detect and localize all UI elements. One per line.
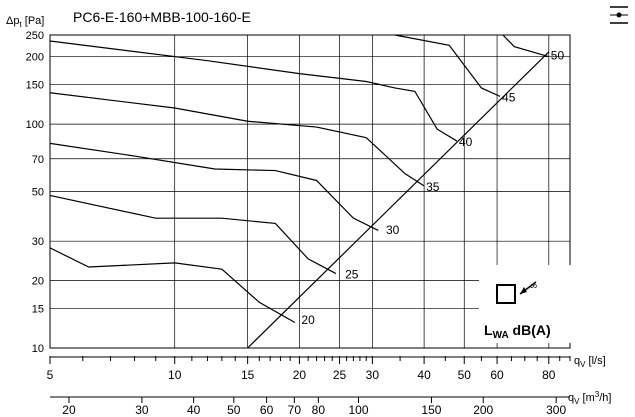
x2-tick-label: 30: [135, 403, 149, 417]
x-tick-label: 30: [366, 368, 380, 382]
y-tick-label: 250: [26, 30, 44, 42]
legend-box: [479, 265, 575, 343]
x2-axis-title: qV [m3/h]: [568, 390, 611, 406]
curve-label-30: 30: [386, 223, 400, 237]
x-tick-label: 80: [542, 368, 556, 382]
sound-power-legend: ∞ LWA dB(A): [479, 265, 575, 343]
curve-40: [49, 40, 458, 142]
curve-label-35: 35: [426, 180, 440, 194]
x-tick-label: 20: [293, 368, 307, 382]
curve-label-45: 45: [502, 90, 516, 104]
x2-tick-label: 40: [187, 403, 201, 417]
system-line: [247, 51, 550, 349]
y-tick-label: 20: [32, 276, 44, 288]
y-tick-label: 70: [32, 154, 44, 166]
y-axis-title: Δpt [Pa]: [6, 15, 44, 29]
y-tick-label: 100: [26, 119, 44, 131]
x2-tick-label: 100: [348, 403, 368, 417]
y-tick-label: 10: [32, 343, 44, 355]
speaker-infinity-icon: ∞: [496, 281, 537, 304]
curves: [49, 34, 549, 324]
svg-text:∞: ∞: [530, 281, 537, 292]
x-tick-label: 50: [458, 368, 472, 382]
x-axis-title: qV [l/s]: [574, 355, 606, 369]
curve-label-40: 40: [459, 135, 473, 149]
chart-title: PC6-E-160+MBB-100-160-E: [73, 9, 251, 25]
x-axis-m3h: 20 30 40 50 60 70 80 100 150 200 300: [50, 396, 570, 417]
y-tick-labels: 10 15 20 30 50 70 100 150 200 250: [26, 30, 44, 355]
curve-label-50: 50: [551, 48, 565, 62]
x2-tick-label: 70: [288, 403, 302, 417]
y-tick-label: 15: [32, 304, 44, 316]
curve-45: [394, 34, 501, 97]
menu-line-dot-icon[interactable]: [608, 4, 630, 26]
x2-tick-label: 200: [473, 403, 493, 417]
system-line-group: [247, 51, 550, 349]
x2-tick-label: 150: [421, 403, 441, 417]
y-tick-label: 150: [26, 80, 44, 92]
y-tick-label: 50: [32, 187, 44, 199]
curve-labels: 20 25 30 35 40 45 50: [301, 48, 564, 327]
x-tick-label: 10: [168, 368, 182, 382]
curve-30: [49, 142, 379, 231]
plot-frame: [49, 34, 571, 349]
curve-25: [49, 194, 337, 275]
curve-20: [49, 247, 296, 324]
x2-tick-label: 80: [312, 403, 326, 417]
y-tick-label: 30: [32, 236, 44, 248]
x2-tick-label: 300: [546, 403, 566, 417]
x-tick-label: 15: [241, 368, 255, 382]
x2-tick-label: 50: [227, 403, 241, 417]
x-tick-label: 40: [417, 368, 431, 382]
curve-label-25: 25: [345, 268, 359, 282]
legend-label: LWA dB(A): [484, 322, 551, 341]
curve-label-20: 20: [301, 313, 315, 327]
curve-50: [502, 34, 549, 58]
x2-tick-label: 60: [260, 403, 274, 417]
x-tick-label: 25: [333, 368, 347, 382]
x2-tick-label: 20: [62, 403, 76, 417]
y-tick-label: 200: [26, 52, 44, 64]
curve-35: [49, 92, 425, 187]
x-tick-label: 60: [490, 368, 504, 382]
x-axis-ls: 5 10 15 20 25 30 40 50 60 80: [47, 356, 571, 382]
x-tick-label: 5: [47, 368, 54, 382]
